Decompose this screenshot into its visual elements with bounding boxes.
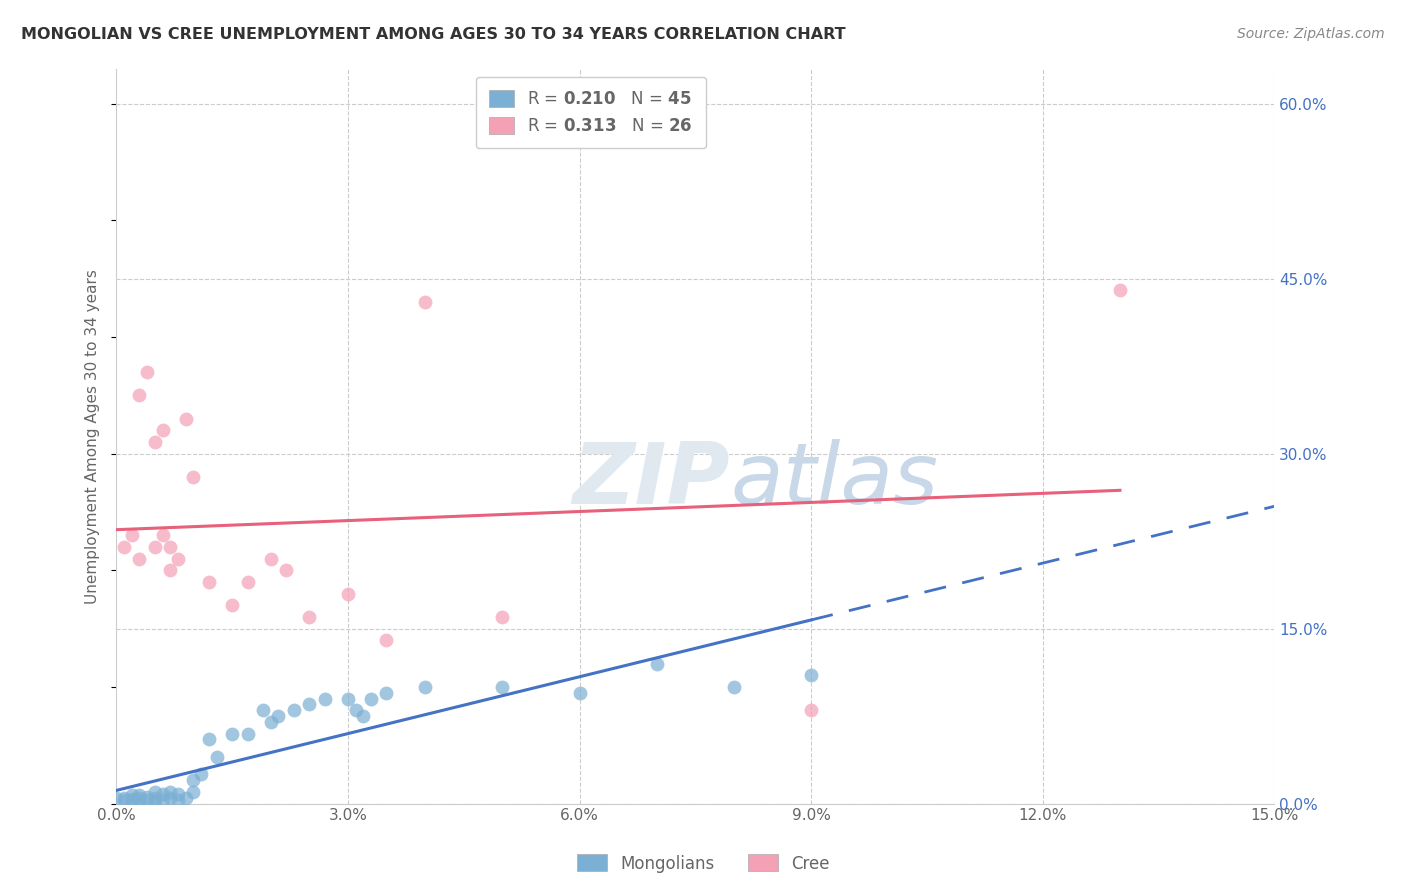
Point — [298, 610, 321, 624]
Point — [276, 563, 298, 577]
Point — [152, 423, 174, 437]
Point — [568, 686, 591, 700]
Point — [112, 790, 135, 805]
Text: Source: ZipAtlas.com: Source: ZipAtlas.com — [1237, 27, 1385, 41]
Point — [167, 551, 190, 566]
Text: MONGOLIAN VS CREE UNEMPLOYMENT AMONG AGES 30 TO 34 YEARS CORRELATION CHART: MONGOLIAN VS CREE UNEMPLOYMENT AMONG AGE… — [21, 27, 846, 42]
Point — [1109, 283, 1132, 297]
Point — [152, 793, 174, 807]
Point — [221, 599, 243, 613]
Point — [205, 750, 228, 764]
Point — [375, 633, 398, 648]
Point — [159, 563, 181, 577]
Point — [260, 714, 283, 729]
Point — [159, 790, 181, 805]
Point — [236, 726, 259, 740]
Point — [336, 586, 359, 600]
Point — [413, 680, 436, 694]
Text: ZIP: ZIP — [572, 439, 730, 522]
Point — [336, 691, 359, 706]
Point — [198, 732, 221, 747]
Point — [645, 657, 668, 671]
Point — [128, 388, 150, 402]
Point — [112, 540, 135, 554]
Point — [136, 365, 159, 379]
Y-axis label: Unemployment Among Ages 30 to 34 years: Unemployment Among Ages 30 to 34 years — [86, 268, 100, 604]
Point — [152, 528, 174, 542]
Point — [413, 294, 436, 309]
Point — [121, 794, 143, 808]
Point — [167, 787, 190, 801]
Legend: R = $\bf{0.210}$   N = $\bf{45}$, R = $\bf{0.313}$   N = $\bf{26}$: R = $\bf{0.210}$ N = $\bf{45}$, R = $\bf… — [475, 77, 706, 148]
Point — [128, 794, 150, 808]
Point — [491, 610, 513, 624]
Legend: Mongolians, Cree: Mongolians, Cree — [569, 847, 837, 880]
Point — [344, 703, 367, 717]
Point — [298, 698, 321, 712]
Point — [183, 470, 205, 484]
Point — [143, 540, 166, 554]
Point — [198, 574, 221, 589]
Point — [283, 703, 305, 717]
Point — [128, 790, 150, 805]
Point — [143, 785, 166, 799]
Point — [491, 680, 513, 694]
Point — [352, 709, 374, 723]
Point — [174, 790, 197, 805]
Point — [136, 793, 159, 807]
Point — [143, 434, 166, 449]
Point — [375, 686, 398, 700]
Point — [252, 703, 274, 717]
Point — [121, 789, 143, 803]
Point — [221, 726, 243, 740]
Point — [360, 691, 382, 706]
Point — [800, 703, 823, 717]
Point — [183, 773, 205, 788]
Point — [105, 790, 128, 805]
Point — [128, 551, 150, 566]
Point — [190, 767, 212, 781]
Point — [143, 794, 166, 808]
Point — [159, 785, 181, 799]
Point — [314, 691, 336, 706]
Point — [260, 551, 283, 566]
Point — [159, 540, 181, 554]
Point — [236, 574, 259, 589]
Point — [152, 787, 174, 801]
Point — [112, 793, 135, 807]
Point — [128, 789, 150, 803]
Point — [800, 668, 823, 682]
Point — [136, 789, 159, 804]
Point — [183, 785, 205, 799]
Point — [167, 793, 190, 807]
Point — [121, 528, 143, 542]
Point — [174, 411, 197, 425]
Point — [143, 790, 166, 805]
Point — [723, 680, 745, 694]
Point — [267, 709, 290, 723]
Point — [121, 792, 143, 806]
Text: atlas: atlas — [730, 439, 938, 522]
